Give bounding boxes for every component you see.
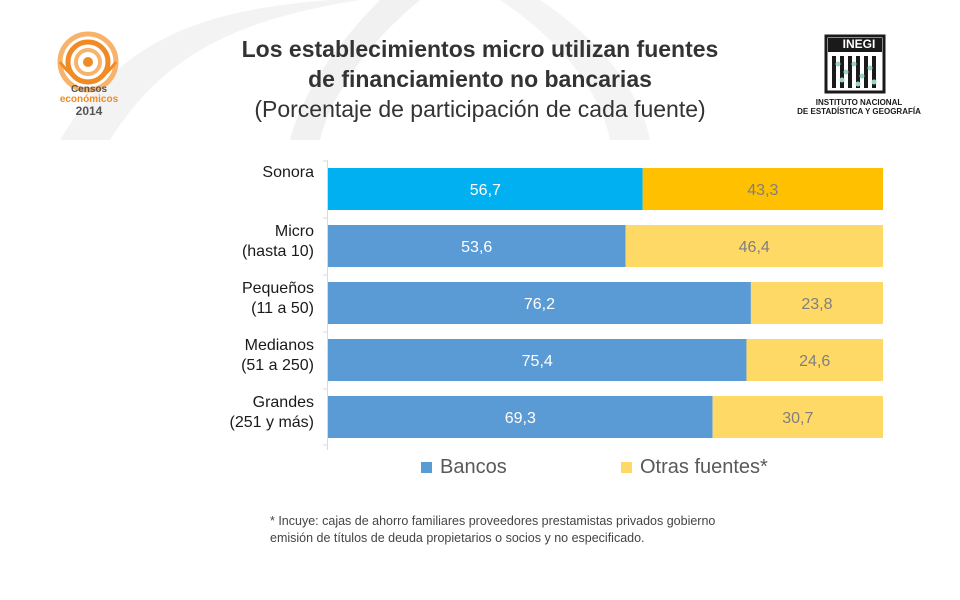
censos-logo-line1: Censos xyxy=(70,84,108,95)
data-label-otras-fuentes: 43,3 xyxy=(747,182,778,199)
data-label-bancos: 69,3 xyxy=(505,410,536,427)
chart-title-line1: Los establecimientos micro utilizan fuen… xyxy=(241,36,719,62)
data-label-bancos: 53,6 xyxy=(461,239,492,256)
inegi-logo-icon xyxy=(824,34,886,94)
chart-subtitle: (Porcentaje de participación de cada fue… xyxy=(254,96,706,122)
category-label: Medianos xyxy=(245,337,314,354)
bar-otras-fuentes xyxy=(712,396,883,438)
chart-title-block: Los establecimientos micro utilizan fuen… xyxy=(140,34,820,124)
bar-bancos xyxy=(328,339,747,381)
footnote-line1: * Incuye: cajas de ahorro familiares pro… xyxy=(270,514,716,528)
category-label: Pequeños xyxy=(242,280,314,297)
data-label-otras-fuentes: 30,7 xyxy=(782,410,813,427)
inegi-logo-brand: INEGI xyxy=(842,37,876,51)
category-label: (hasta 10) xyxy=(242,243,314,260)
data-label-bancos: 76,2 xyxy=(524,296,555,313)
category-label: (251 y más) xyxy=(230,414,314,431)
data-label-bancos: 75,4 xyxy=(522,353,553,370)
legend-swatch-otras-fuentes xyxy=(621,462,632,473)
data-label-bancos: 56,7 xyxy=(470,182,501,199)
category-label: Micro xyxy=(275,223,314,240)
stacked-bar-chart: 56,7 43,3 Sonora 53,6 46,4 Micro (hasta 10) 76,… xyxy=(230,160,883,478)
data-label-otras-fuentes: 23,8 xyxy=(801,296,832,313)
bar-bancos xyxy=(328,282,751,324)
censos-logo-line2: económicos xyxy=(59,94,119,105)
bar-otras-fuentes xyxy=(746,339,883,381)
legend-swatch-bancos xyxy=(421,462,432,473)
censos-logo-line3: 2014 xyxy=(75,104,103,118)
bar-bancos xyxy=(328,225,626,267)
bar-bancos xyxy=(328,168,643,210)
footnote-line2: emisión de títulos de deuda propietarios… xyxy=(270,531,645,545)
category-label: (51 a 250) xyxy=(241,357,314,374)
inegi-logo-line2: DE ESTADÍSTICA Y GEOGRAFÍA xyxy=(797,107,921,116)
chart-title-line2: de financiamiento no bancarias xyxy=(308,66,652,92)
censos-economicos-logo-icon xyxy=(57,31,119,93)
legend-label-bancos: Bancos xyxy=(440,456,507,478)
bar-otras-fuentes xyxy=(625,225,883,267)
bar-otras-fuentes xyxy=(750,282,883,324)
data-label-otras-fuentes: 24,6 xyxy=(799,353,830,370)
category-label: Grandes xyxy=(253,394,314,411)
category-label: (11 a 50) xyxy=(251,300,314,317)
background-swoosh xyxy=(60,0,650,140)
category-label: Sonora xyxy=(262,164,314,181)
data-label-otras-fuentes: 46,4 xyxy=(739,239,770,256)
legend-label-otras-fuentes: Otras fuentes* xyxy=(640,456,768,478)
footnote: * Incuye: cajas de ahorro familiares pro… xyxy=(270,513,870,547)
bar-bancos xyxy=(328,396,713,438)
inegi-logo-line1: INSTITUTO NACIONAL xyxy=(815,98,903,107)
bar-otras-fuentes xyxy=(642,168,883,210)
